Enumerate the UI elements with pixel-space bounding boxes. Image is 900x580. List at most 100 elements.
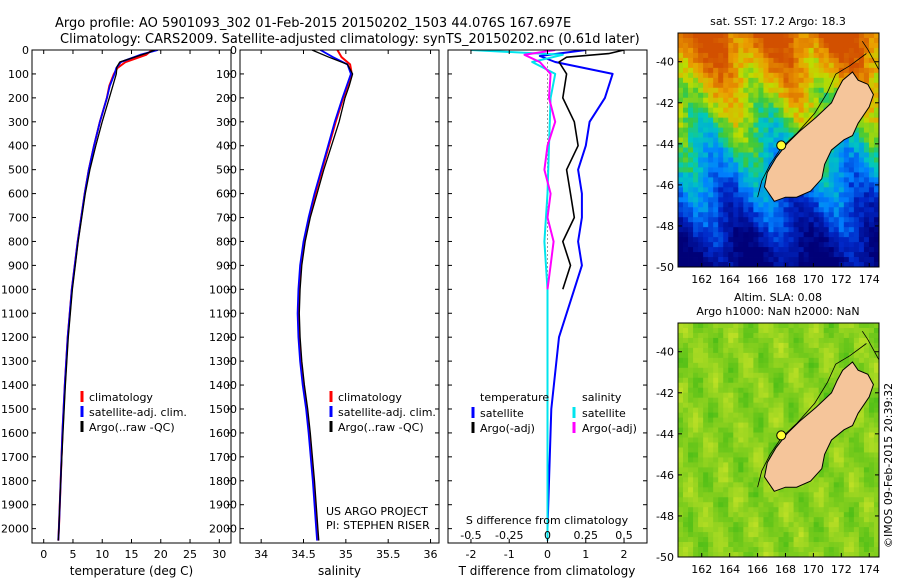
- lon-tick-label: 168: [775, 563, 796, 576]
- depth-tick-label: 300: [216, 116, 237, 129]
- lon-tick-label: 174: [859, 563, 880, 576]
- lat-tick-label: -48: [656, 510, 674, 523]
- credit-line1: US ARGO PROJECT: [326, 505, 428, 518]
- depth-tick-label: 1200: [1, 331, 29, 344]
- imos-watermark: ©IMOS 09-Feb-2015 20:39:32: [882, 383, 895, 548]
- depth-tick-label: 1600: [1, 427, 29, 440]
- sla-map-title: Altim. SLA: 0.08: [734, 291, 822, 304]
- x-tick-label: 2: [621, 548, 628, 561]
- argo-float-marker: [776, 430, 787, 441]
- lon-tick-label: 164: [719, 273, 740, 286]
- series-line-salinity-argo-adj-: [523, 50, 557, 290]
- x-tick-label: 10: [95, 548, 109, 561]
- depth-tick-label: 500: [8, 164, 29, 177]
- coastline: [861, 330, 879, 361]
- sst-map-title: sat. SST: 17.2 Argo: 18.3: [710, 15, 846, 28]
- lon-tick-label: 166: [747, 563, 768, 576]
- credit-line2: PI: STEPHEN RISER: [326, 519, 430, 532]
- sdiff-tick-label: -0.5: [460, 529, 481, 542]
- depth-tick-label: 1700: [209, 451, 237, 464]
- isobath-line: [757, 343, 867, 488]
- land-mass: [763, 361, 874, 492]
- depth-tick-label: 2000: [1, 523, 29, 536]
- temperature-xlabel: temperature (deg C): [70, 564, 193, 578]
- x-tick-label: 5: [69, 548, 76, 561]
- lon-tick-label: 172: [831, 563, 852, 576]
- salinity-xlabel: salinity: [318, 564, 361, 578]
- legend-entry: climatology: [89, 391, 153, 404]
- depth-tick-label: 400: [8, 140, 29, 153]
- figure-title-line2: Climatology: CARS2009. Satellite-adjuste…: [60, 32, 640, 47]
- legend-title-salinity: salinity: [582, 391, 622, 404]
- legend-entry: satellite: [480, 407, 524, 420]
- x-tick-label: -2: [465, 548, 476, 561]
- x-tick-label: 35: [339, 548, 353, 561]
- x-tick-label: 1: [582, 548, 589, 561]
- depth-tick-label: 100: [8, 68, 29, 81]
- coastline: [861, 40, 879, 71]
- legend-entry: Argo(-adj): [480, 422, 535, 435]
- legend-entry: Argo(..raw -QC): [89, 421, 175, 434]
- legend-entry: satellite-adj. clim.: [338, 406, 436, 419]
- lat-tick-label: -42: [656, 97, 674, 110]
- depth-tick-label: 200: [8, 92, 29, 105]
- sla-map-frame: [677, 322, 880, 558]
- lat-tick-label: -42: [656, 387, 674, 400]
- lon-tick-label: 164: [719, 563, 740, 576]
- lon-tick-label: 166: [747, 273, 768, 286]
- depth-tick-label: 1000: [1, 283, 29, 296]
- lat-tick-label: -44: [656, 138, 674, 151]
- lon-tick-label: 172: [831, 273, 852, 286]
- depth-tick-label: 1500: [1, 403, 29, 416]
- x-tick-label: 34.5: [291, 548, 316, 561]
- lon-tick-label: 162: [691, 273, 712, 286]
- lat-tick-label: -40: [656, 346, 674, 359]
- lon-tick-label: 174: [859, 273, 880, 286]
- x-tick-label: 30: [212, 548, 226, 561]
- sla-map-panel: Altim. SLA: 0.08 Argo h1000: NaN h2000: …: [656, 291, 880, 576]
- x-tick-label: 36: [424, 548, 438, 561]
- depth-tick-label: 1100: [1, 307, 29, 320]
- depth-tick-label: 1500: [209, 403, 237, 416]
- sst-map-panel: sat. SST: 17.2 Argo: 18.3 162 164 166 168 17…: [656, 15, 880, 286]
- depth-tick-label: 900: [8, 259, 29, 272]
- lat-tick-label: -46: [656, 469, 674, 482]
- difference-panel: -2 -1 0 1 2 -0.5 -0.25 0 0.25 0.5 temperature sali…: [447, 49, 648, 578]
- lat-tick-label: -44: [656, 428, 674, 441]
- lon-tick-label: 170: [803, 563, 824, 576]
- series-line-temperature-argo-adj-: [558, 50, 625, 290]
- sdiff-tick-label: 0.5: [615, 529, 633, 542]
- depth-tick-label: 1400: [209, 379, 237, 392]
- difference-xlabel: T difference from climatology: [458, 564, 636, 578]
- depth-tick-label: 300: [8, 116, 29, 129]
- depth-tick-label: 100: [216, 68, 237, 81]
- depth-tick-label: 1700: [1, 451, 29, 464]
- depth-tick-label: 1800: [1, 475, 29, 488]
- lat-tick-label: -50: [656, 551, 674, 564]
- depth-tick-label: 2000: [209, 523, 237, 536]
- x-tick-label: 20: [154, 548, 168, 561]
- land-mass: [763, 71, 874, 202]
- lon-tick-label: 168: [775, 273, 796, 286]
- x-tick-label: 15: [125, 548, 139, 561]
- depth-tick-label: 700: [8, 212, 29, 225]
- lat-tick-label: -48: [656, 220, 674, 233]
- depth-tick-label: 900: [216, 259, 237, 272]
- x-tick-label: 35.5: [376, 548, 401, 561]
- x-tick-label: 0: [544, 548, 551, 561]
- legend-entry: satellite-adj. clim.: [89, 406, 187, 419]
- lat-tick-label: -40: [656, 56, 674, 69]
- sdiff-tick-label: -0.25: [495, 529, 523, 542]
- depth-tick-label: 1300: [209, 355, 237, 368]
- depth-tick-label: 500: [216, 164, 237, 177]
- lat-tick-label: -50: [656, 261, 674, 274]
- depth-tick-label: 1100: [209, 307, 237, 320]
- salinity-panel: 0 100 200 300 400 500 600 700 800 900 1000 1100 1200…: [209, 44, 440, 578]
- x-tick-label: 34: [254, 548, 268, 561]
- difference-xlabel-top: S difference from climatology: [466, 514, 629, 527]
- depth-tick-label: 700: [216, 212, 237, 225]
- sst-map-frame: [677, 32, 880, 268]
- depth-tick-label: 1800: [209, 475, 237, 488]
- sla-map-subtitle: Argo h1000: NaN h2000: NaN: [696, 305, 859, 318]
